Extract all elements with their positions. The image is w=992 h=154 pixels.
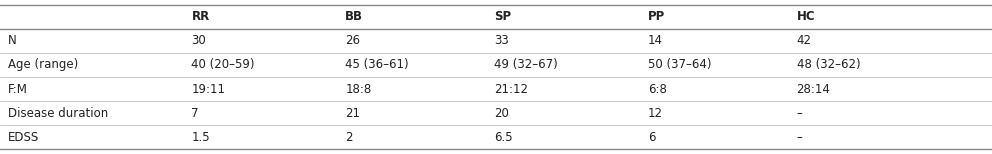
Text: –: – bbox=[797, 131, 803, 144]
Text: 40 (20–59): 40 (20–59) bbox=[191, 58, 255, 71]
Text: 18:8: 18:8 bbox=[345, 83, 371, 96]
Text: RR: RR bbox=[191, 10, 209, 23]
Text: 20: 20 bbox=[494, 107, 509, 120]
Text: 50 (37–64): 50 (37–64) bbox=[648, 58, 711, 71]
Text: 21:12: 21:12 bbox=[494, 83, 528, 96]
Text: 26: 26 bbox=[345, 34, 360, 47]
Text: Age (range): Age (range) bbox=[8, 58, 78, 71]
Text: PP: PP bbox=[648, 10, 665, 23]
Text: 6:8: 6:8 bbox=[648, 83, 667, 96]
Text: 19:11: 19:11 bbox=[191, 83, 225, 96]
Text: 1.5: 1.5 bbox=[191, 131, 210, 144]
Text: SP: SP bbox=[494, 10, 511, 23]
Text: Disease duration: Disease duration bbox=[8, 107, 108, 120]
Text: BB: BB bbox=[345, 10, 363, 23]
Text: EDSS: EDSS bbox=[8, 131, 40, 144]
Text: 7: 7 bbox=[191, 107, 199, 120]
Text: 45 (36–61): 45 (36–61) bbox=[345, 58, 409, 71]
Text: 30: 30 bbox=[191, 34, 206, 47]
Text: –: – bbox=[797, 107, 803, 120]
Text: HC: HC bbox=[797, 10, 815, 23]
Text: 42: 42 bbox=[797, 34, 811, 47]
Text: 49 (32–67): 49 (32–67) bbox=[494, 58, 558, 71]
Text: 12: 12 bbox=[648, 107, 663, 120]
Text: F:M: F:M bbox=[8, 83, 28, 96]
Text: 21: 21 bbox=[345, 107, 360, 120]
Text: 14: 14 bbox=[648, 34, 663, 47]
Text: 48 (32–62): 48 (32–62) bbox=[797, 58, 860, 71]
Text: 2: 2 bbox=[345, 131, 353, 144]
Text: N: N bbox=[8, 34, 17, 47]
Text: 6: 6 bbox=[648, 131, 656, 144]
Text: 28:14: 28:14 bbox=[797, 83, 830, 96]
Text: 6.5: 6.5 bbox=[494, 131, 513, 144]
Text: 33: 33 bbox=[494, 34, 509, 47]
